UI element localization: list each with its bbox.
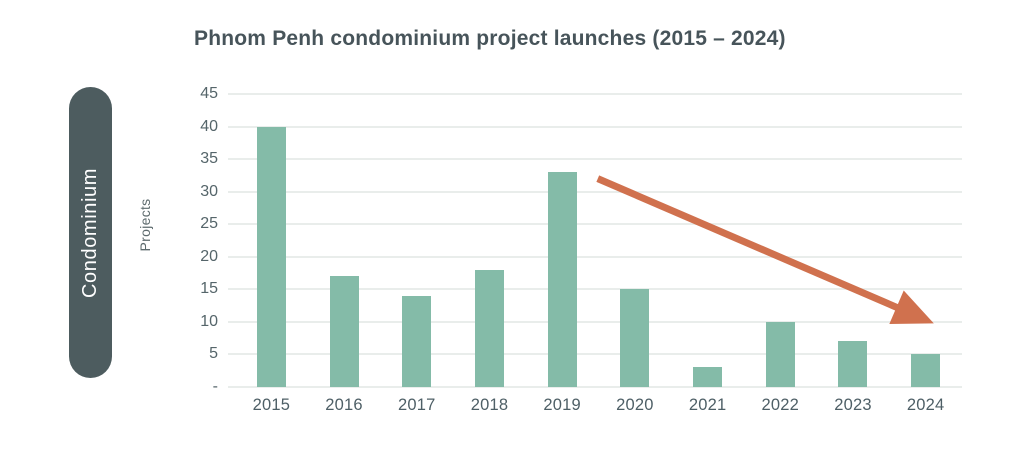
gridline — [228, 190, 962, 193]
y-tick-label: 30 — [200, 182, 218, 200]
bar-slot — [453, 94, 526, 387]
bar-2017 — [402, 295, 432, 387]
y-axis-ticks: 45 40 35 30 25 20 15 10 5 - — [178, 86, 218, 395]
gridline — [228, 223, 962, 226]
plot-area — [228, 93, 962, 388]
x-tick-label: 2020 — [616, 396, 654, 414]
x-tick-label: 2018 — [470, 396, 509, 414]
bar-2018 — [474, 269, 504, 387]
bar-2024 — [911, 354, 941, 387]
bar-2021 — [693, 367, 723, 387]
bar-slot — [889, 94, 962, 387]
y-tick-label: 10 — [200, 312, 218, 330]
bars-layer — [235, 94, 962, 387]
bar-2023 — [838, 341, 868, 387]
y-tick-label: - — [212, 378, 218, 395]
x-tick-label: 2024 — [906, 396, 945, 414]
bar-2022 — [765, 321, 795, 387]
bar-2020 — [620, 289, 650, 387]
gridline — [228, 288, 962, 291]
bar-2015 — [256, 126, 286, 387]
x-axis-labels: 2015 2016 2017 2018 2019 2020 2021 2022 2023 2024 — [235, 396, 962, 415]
bar-slot — [235, 94, 308, 387]
y-tick-label: 40 — [200, 117, 218, 135]
y-tick-label: 45 — [200, 85, 218, 102]
x-tick-label: 2022 — [761, 396, 800, 414]
y-axis-label: Projects — [137, 198, 153, 252]
bar-slot — [308, 94, 381, 387]
x-tick-label: 2017 — [398, 396, 436, 414]
x-tick-label: 2016 — [325, 396, 363, 414]
gridline — [228, 320, 962, 323]
bar-slot — [599, 94, 672, 387]
condominium-pill-label: Condominium — [79, 167, 101, 298]
bar-slot — [526, 94, 599, 387]
gridline — [228, 386, 962, 388]
gridline — [228, 158, 962, 161]
y-tick-label: 15 — [200, 280, 218, 298]
bar-slot — [380, 94, 453, 387]
y-tick-label: 20 — [200, 247, 218, 265]
x-tick-label: 2019 — [543, 396, 581, 414]
gridline — [228, 255, 962, 258]
x-tick-label: 2015 — [252, 396, 291, 414]
x-tick-label: 2023 — [834, 396, 872, 414]
x-tick-label: 2021 — [688, 396, 727, 414]
bar-2016 — [329, 276, 359, 387]
y-tick-label: 25 — [200, 215, 218, 233]
chart-title: Phnom Penh condominium project launches … — [194, 27, 786, 50]
gridline — [228, 125, 962, 128]
y-tick-label: 5 — [209, 345, 218, 363]
gridline — [228, 93, 962, 95]
bar-slot — [744, 94, 817, 387]
condominium-pill: Condominium — [69, 87, 112, 378]
bar-2019 — [547, 172, 577, 387]
y-tick-label: 35 — [200, 150, 218, 168]
bar-slot — [817, 94, 890, 387]
bar-slot — [671, 94, 744, 387]
gridline — [228, 353, 962, 356]
